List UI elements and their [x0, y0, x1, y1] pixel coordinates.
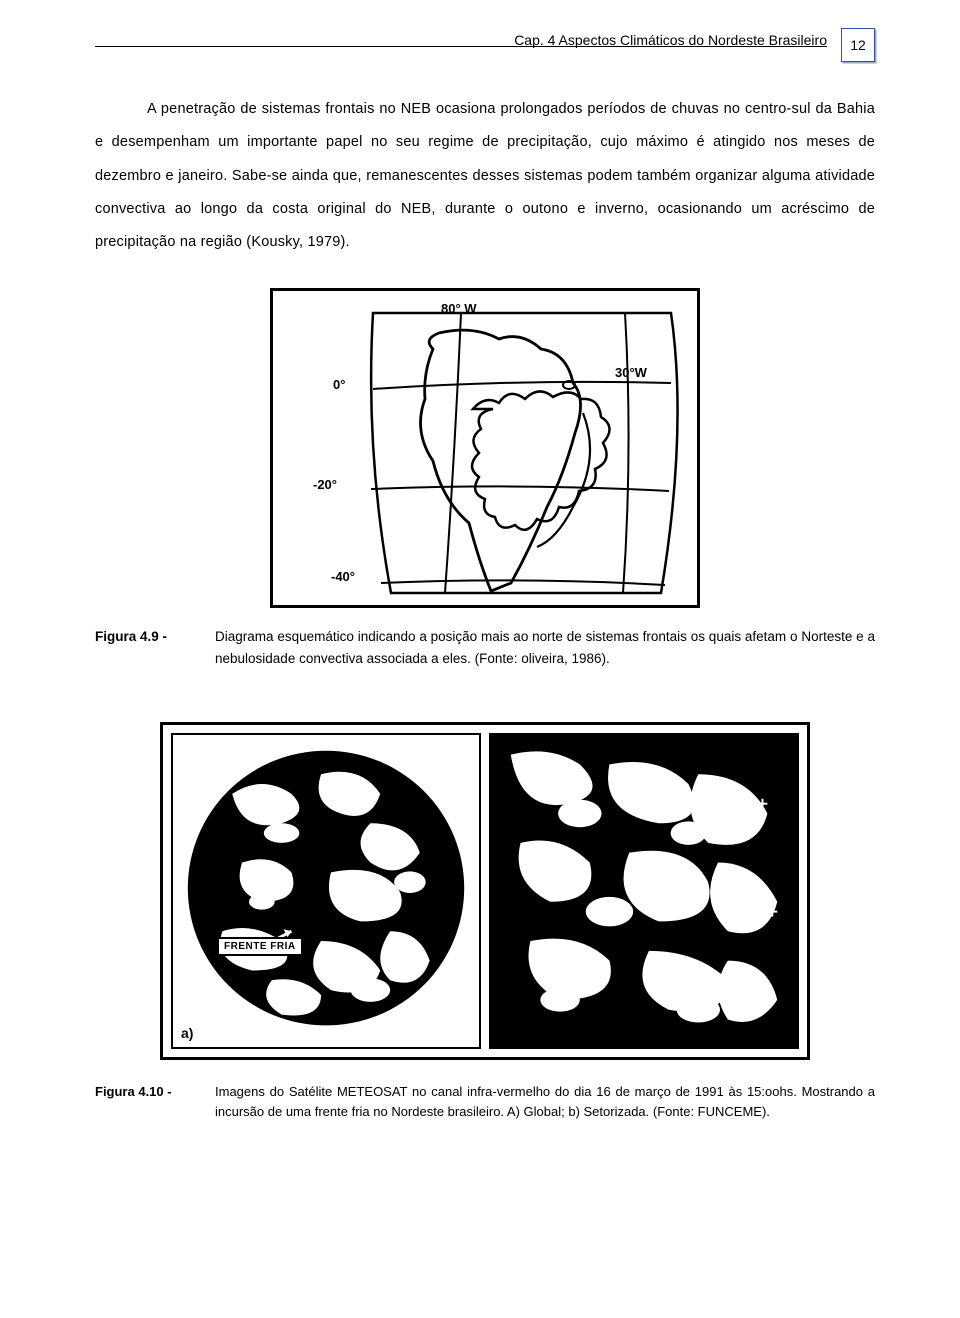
page-number: 12 [850, 37, 866, 53]
panel-a-svg [173, 735, 479, 1047]
figure-4-10-caption: Figura 4.10 - Imagens do Satélite METEOS… [95, 1082, 875, 1121]
caption-text: Diagrama esquemático indicando a posição… [215, 626, 875, 671]
caption-10-text: Imagens do Satélite METEOSAT no canal in… [215, 1082, 875, 1121]
body-paragraph: A penetração de sistemas frontais no NEB… [95, 93, 875, 260]
panel-b-svg [491, 735, 797, 1047]
figure-4-9-svg [273, 291, 700, 608]
figure-4-9-caption: Figura 4.9 - Diagrama esquemático indica… [95, 626, 875, 671]
map-label-30w: 30°W [615, 365, 647, 380]
figure-4-10-panel-a: a) FRENTE FRIA [171, 733, 481, 1049]
map-label-80w: 80° W [441, 301, 477, 316]
panel-b-label: b) [499, 1025, 512, 1041]
page-number-box: 12 [841, 28, 875, 62]
figure-4-9: 80° W 0° 30°W -20° -40° [270, 288, 700, 608]
map-label-20: -20° [313, 477, 337, 492]
paragraph-text: A penetração de sistemas frontais no NEB… [95, 101, 875, 250]
caption-10-label: Figura 4.10 - [95, 1082, 215, 1121]
caption-label: Figura 4.9 - [95, 626, 215, 671]
frente-fria-tag: FRENTE FRIA [217, 937, 303, 956]
map-label-0: 0° [333, 377, 345, 392]
figure-4-10-panel-b: b) [489, 733, 799, 1049]
map-label-40: -40° [331, 569, 355, 584]
page-header: Cap. 4 Aspectos Climáticos do Nordeste B… [95, 32, 875, 62]
figure-4-10: a) FRENTE FRIA [160, 722, 810, 1060]
chapter-title: Cap. 4 Aspectos Climáticos do Nordeste B… [95, 32, 841, 48]
panel-a-label: a) [181, 1025, 193, 1041]
